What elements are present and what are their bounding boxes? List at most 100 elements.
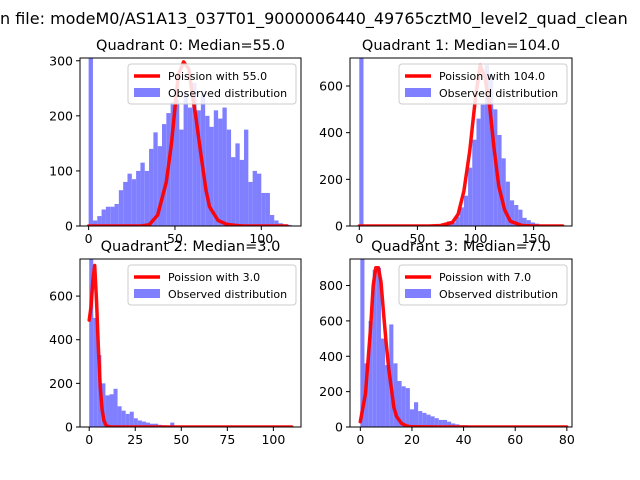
y-tick-label: 600 <box>319 79 343 94</box>
histogram-bar <box>97 216 102 226</box>
histogram-bar <box>144 170 150 226</box>
histogram-bar <box>480 104 485 226</box>
histogram-bar <box>509 200 515 226</box>
histogram-bar <box>123 181 128 226</box>
histogram-bar <box>239 159 245 226</box>
legend-observed-label: Observed distribution <box>168 87 287 100</box>
y-tick-label: 600 <box>319 313 343 328</box>
histogram-bar <box>274 220 279 226</box>
histogram-bar <box>149 148 154 226</box>
histogram-bar <box>248 181 253 226</box>
histogram-bar <box>137 420 142 427</box>
legend-box <box>127 63 297 105</box>
axes-frame <box>79 258 302 428</box>
histogram-bar <box>380 338 386 427</box>
histogram-bar <box>368 320 373 427</box>
x-tick-label: 0 <box>356 432 364 447</box>
y-tick-label: 100 <box>49 163 73 178</box>
legend-box <box>398 63 568 105</box>
histogram-bar <box>93 317 98 427</box>
histogram-bar <box>213 110 219 226</box>
axes-frame <box>349 57 573 227</box>
histogram-bar <box>505 181 510 226</box>
histogram-bar <box>133 418 138 427</box>
plot-area <box>86 58 292 226</box>
histogram-bar <box>393 363 398 427</box>
subplot-quadrant-2: 0 25 50 75 100 0 200 400 600 Quadrant 2: Median=3… <box>49 239 302 447</box>
y-tick-label: 400 <box>49 332 73 347</box>
legend-poisson-label: Poission with 7.0 <box>439 271 531 284</box>
histogram-bar <box>397 381 402 427</box>
histogram-bar <box>442 419 448 427</box>
histogram-bar <box>401 386 406 427</box>
x-tick-label: 100 <box>464 231 488 246</box>
x-tick-label: 100 <box>261 432 285 447</box>
legend-poisson-label: Poission with 3.0 <box>168 271 260 284</box>
histogram-bar <box>218 118 223 226</box>
histogram-bar <box>157 146 163 226</box>
histogram-bar <box>114 203 119 226</box>
histogram-bar <box>447 421 452 427</box>
histogram-bar <box>501 158 506 226</box>
histogram-bar <box>256 173 262 226</box>
figure-suptitle: n file: modeM0/AS1A13_037T01_9000006440_… <box>0 9 628 29</box>
x-tick-label: 0 <box>85 432 93 447</box>
histogram-bar <box>455 216 460 226</box>
legend-box <box>398 264 568 306</box>
histogram-bar <box>162 124 167 226</box>
x-tick-label: 25 <box>127 432 143 447</box>
x-tick-label: 0 <box>355 231 363 246</box>
legend-observed-swatch <box>134 88 160 97</box>
histogram-bar <box>518 209 523 226</box>
histogram-bar <box>101 209 106 226</box>
subplot-quadrant-0: 0 50 100 0 100 200 300 Quadrant 0: Median=55.0 P… <box>49 38 302 246</box>
y-tick-label: 600 <box>49 289 73 304</box>
histogram-bar <box>405 388 410 427</box>
x-tick-label: 75 <box>219 432 235 447</box>
histogram-bar <box>235 143 240 226</box>
histogram-bar <box>105 206 111 226</box>
x-tick-label: 40 <box>456 432 472 447</box>
histogram-bar <box>489 74 494 226</box>
histogram-bar <box>170 422 175 427</box>
y-tick-label: 0 <box>335 219 343 234</box>
histogram-bar <box>434 418 439 427</box>
histogram-bar <box>140 162 145 226</box>
histogram-bar <box>252 170 257 226</box>
histogram-bar <box>287 224 292 226</box>
histogram-bar <box>145 422 150 427</box>
y-tick-label: 400 <box>319 125 343 140</box>
histogram-bar <box>127 173 132 226</box>
histogram-bar <box>231 157 236 226</box>
plot-area <box>87 259 294 427</box>
histogram-bar <box>459 207 464 226</box>
subplot-title: Quadrant 1: Median=104.0 <box>362 38 560 54</box>
histogram-bar <box>359 58 364 226</box>
histogram-bar <box>196 110 201 226</box>
histogram-bar <box>372 269 377 427</box>
histogram-bar <box>205 115 210 226</box>
histogram-bar <box>170 102 175 226</box>
legend-observed-label: Observed distribution <box>168 288 287 301</box>
histogram-bar <box>92 220 98 226</box>
histogram-bar <box>89 259 94 427</box>
subplot-quadrant-1: 0 50 100 150 0 200 400 600 Quadrant 1: Median=10… <box>319 38 573 246</box>
legend-observed-label: Observed distribution <box>439 87 558 100</box>
legend-observed-swatch <box>134 289 160 298</box>
poisson-curve <box>87 263 294 427</box>
histogram-bar <box>209 126 214 226</box>
x-tick-label: 50 <box>167 231 183 246</box>
histogram-bar <box>438 419 443 427</box>
axes-frame <box>79 57 302 227</box>
histogram-bar <box>426 414 431 427</box>
histogram-bar <box>136 170 141 226</box>
histogram-bar <box>131 179 137 226</box>
histogram-bar <box>451 423 456 427</box>
subplot-title: Quadrant 2: Median=3.0 <box>101 239 281 255</box>
histogram-bar <box>125 413 130 427</box>
histogram-bar <box>414 402 419 427</box>
histogram-bar <box>183 93 188 226</box>
legend-poisson-label: Poission with 104.0 <box>439 70 545 83</box>
histogram-bar <box>129 411 134 427</box>
